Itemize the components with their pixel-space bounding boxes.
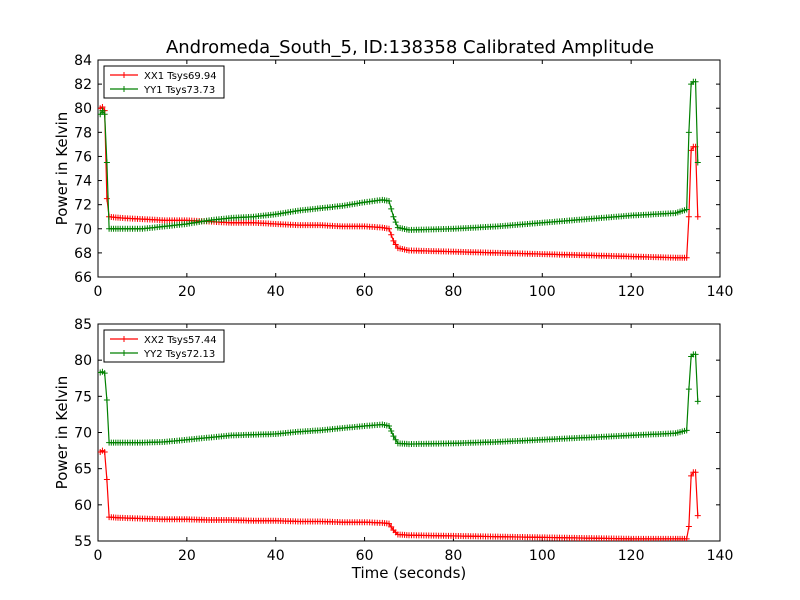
data-point-marker — [685, 523, 692, 530]
data-point-marker — [386, 225, 393, 232]
legend-swatch-marker — [121, 86, 127, 92]
x-axis-label: Time (seconds) — [351, 564, 467, 582]
y-axis-label: Power in Kelvin — [53, 376, 71, 490]
x-tick-label: 80 — [445, 284, 463, 300]
x-tick-label: 60 — [356, 284, 374, 300]
data-point-marker — [388, 205, 395, 212]
data-point-marker — [692, 469, 699, 476]
y-tick-label: 85 — [74, 317, 92, 333]
data-point-marker — [692, 78, 699, 85]
legend-box — [103, 65, 225, 99]
data-point-marker — [392, 241, 399, 248]
data-point-marker — [388, 231, 395, 238]
y-tick-label: 72 — [74, 198, 92, 214]
data-point-marker — [386, 422, 393, 429]
data-point-marker — [392, 436, 399, 443]
bottom-plot: 0 20 40 60 80 100 120 140 55 60 65 70 75 80 85 Power in… — [53, 317, 733, 582]
data-point-marker — [694, 213, 701, 220]
y-tick-label: 76 — [74, 149, 92, 165]
x-tick-label: 20 — [178, 548, 196, 564]
data-point-marker — [390, 213, 397, 220]
y-tick-label: 66 — [74, 270, 92, 286]
legend-box — [103, 329, 225, 363]
series-red — [98, 447, 701, 541]
data-point-marker — [692, 351, 699, 358]
y-tick-label: 60 — [74, 498, 92, 514]
y-tick-label: 78 — [74, 125, 92, 141]
data-point-marker — [103, 195, 110, 202]
data-point-marker — [683, 535, 690, 541]
y-tick-label: 82 — [74, 77, 92, 93]
data-point-marker — [685, 129, 692, 136]
series-green — [98, 78, 701, 233]
data-point-marker — [101, 370, 108, 377]
data-point-marker — [694, 512, 701, 519]
data-point-marker — [392, 219, 399, 226]
y-tick-label: 74 — [74, 174, 92, 190]
data-point-marker — [683, 206, 690, 213]
data-point-marker — [101, 449, 108, 456]
legend-entry-label: YY2 Tsys72.13 — [143, 349, 215, 360]
x-tick-label: 40 — [267, 548, 285, 564]
y-tick-label: 70 — [74, 426, 92, 442]
top-plot: 0 20 40 60 80 100 120 140 66 68 70 72 74 76 78 80 82 84 Po… — [53, 53, 733, 300]
series-green — [98, 351, 701, 448]
data-point-marker — [390, 433, 397, 440]
data-point-marker — [683, 254, 690, 261]
x-tick-label: 140 — [707, 548, 734, 564]
y-tick-label: 80 — [74, 101, 92, 117]
legend-swatch-marker — [121, 336, 127, 342]
x-tick-label: 0 — [94, 284, 103, 300]
data-point-marker — [386, 520, 393, 527]
x-tick-label: 40 — [267, 284, 285, 300]
x-tick-label: 100 — [529, 548, 556, 564]
x-tick-label: 60 — [356, 548, 374, 564]
x-tick-label: 100 — [529, 284, 556, 300]
data-point-marker — [683, 427, 690, 434]
data-point-marker — [386, 198, 393, 205]
data-point-marker — [103, 159, 110, 166]
x-tick-label: 140 — [707, 284, 734, 300]
y-tick-label: 68 — [74, 246, 92, 262]
x-tick-label: 0 — [94, 548, 103, 564]
data-point-marker — [685, 213, 692, 220]
data-point-marker — [688, 147, 695, 154]
data-point-marker — [688, 472, 695, 479]
y-tick-label: 80 — [74, 353, 92, 369]
y-tick-label: 65 — [74, 462, 92, 478]
data-point-marker — [694, 159, 701, 166]
legend-entry-label: XX2 Tsys57.44 — [144, 335, 217, 346]
y-tick-label: 55 — [74, 534, 92, 550]
legend-entry-label: XX1 Tsys69.94 — [144, 71, 217, 82]
x-tick-label: 20 — [178, 284, 196, 300]
data-point-marker — [390, 237, 397, 244]
data-point-marker — [694, 398, 701, 405]
figure-title: Andromeda_South_5, ID:138358 Calibrated … — [166, 37, 654, 58]
x-tick-label: 120 — [618, 284, 645, 300]
legend-swatch-marker — [121, 72, 127, 78]
data-point-marker — [103, 476, 110, 483]
data-point-marker — [685, 386, 692, 393]
x-tick-label: 80 — [445, 548, 463, 564]
y-tick-label: 84 — [74, 53, 92, 69]
data-point-marker — [388, 523, 395, 530]
data-point-marker — [101, 111, 108, 118]
y-tick-label: 75 — [74, 389, 92, 405]
y-axis-label: Power in Kelvin — [53, 112, 71, 226]
y-tick-label: 70 — [74, 222, 92, 238]
data-point-marker — [103, 396, 110, 403]
legend-swatch-marker — [121, 350, 127, 356]
data-point-marker — [99, 107, 106, 114]
x-tick-label: 120 — [618, 548, 645, 564]
data-point-marker — [388, 428, 395, 435]
legend-entry-label: YY1 Tsys73.73 — [143, 85, 215, 96]
